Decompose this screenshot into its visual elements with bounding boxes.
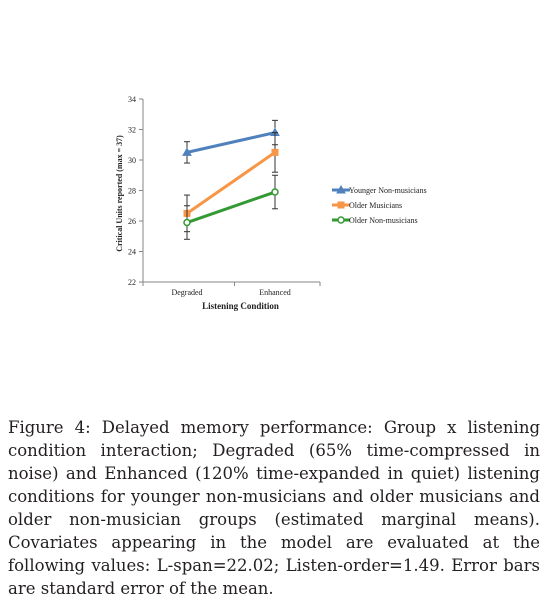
y-tick-label: 22 bbox=[128, 278, 136, 287]
x-tick-label: Enhanced bbox=[259, 288, 291, 297]
y-tick-label: 30 bbox=[128, 156, 136, 165]
series-line bbox=[186, 151, 276, 215]
data-point bbox=[271, 188, 279, 196]
legend-entry: Older Musicians bbox=[332, 201, 402, 210]
data-point bbox=[183, 218, 191, 227]
figure-caption: Figure 4: Delayed memory performance: Gr… bbox=[8, 416, 540, 600]
data-point bbox=[271, 148, 279, 156]
series-0 bbox=[182, 119, 280, 164]
chart-series bbox=[182, 119, 280, 240]
figure-label: Figure 4: bbox=[8, 418, 91, 437]
series-line bbox=[186, 190, 276, 224]
y-axis-title: Critical Units reported (max = 37) bbox=[115, 135, 124, 252]
line-chart: 22 24 26 28 30 32 34 Degraded Enhanced Listening … bbox=[115, 95, 427, 311]
y-tick-label: 28 bbox=[128, 187, 136, 196]
legend-label: Younger Non-musicians bbox=[349, 186, 427, 195]
legend-marker bbox=[337, 216, 345, 224]
data-point bbox=[182, 147, 192, 156]
legend-marker bbox=[336, 184, 346, 194]
legend-entry: Older Non-musicians bbox=[332, 216, 418, 225]
legend-label: Older Non-musicians bbox=[349, 216, 418, 225]
chart-legend: Younger Non-musicians Older Musicians Olde… bbox=[332, 184, 427, 225]
legend-marker bbox=[337, 201, 345, 209]
x-axis-title: Listening Condition bbox=[202, 301, 279, 311]
y-tick-label: 24 bbox=[128, 248, 136, 257]
chart-axes: 22 24 26 28 30 32 34 Degraded Enhanced Listening … bbox=[115, 95, 321, 311]
series-line bbox=[186, 131, 276, 154]
series-1 bbox=[183, 132, 279, 233]
series-2 bbox=[183, 174, 279, 240]
y-tick-label: 26 bbox=[128, 217, 136, 226]
figure-caption-text: Delayed memory performance: Group x list… bbox=[8, 418, 541, 598]
y-tick-label: 34 bbox=[128, 95, 136, 104]
y-tick-label: 32 bbox=[128, 126, 136, 135]
x-tick-label: Degraded bbox=[171, 288, 202, 297]
legend-label: Older Musicians bbox=[349, 201, 402, 210]
legend-entry: Younger Non-musicians bbox=[332, 184, 427, 195]
